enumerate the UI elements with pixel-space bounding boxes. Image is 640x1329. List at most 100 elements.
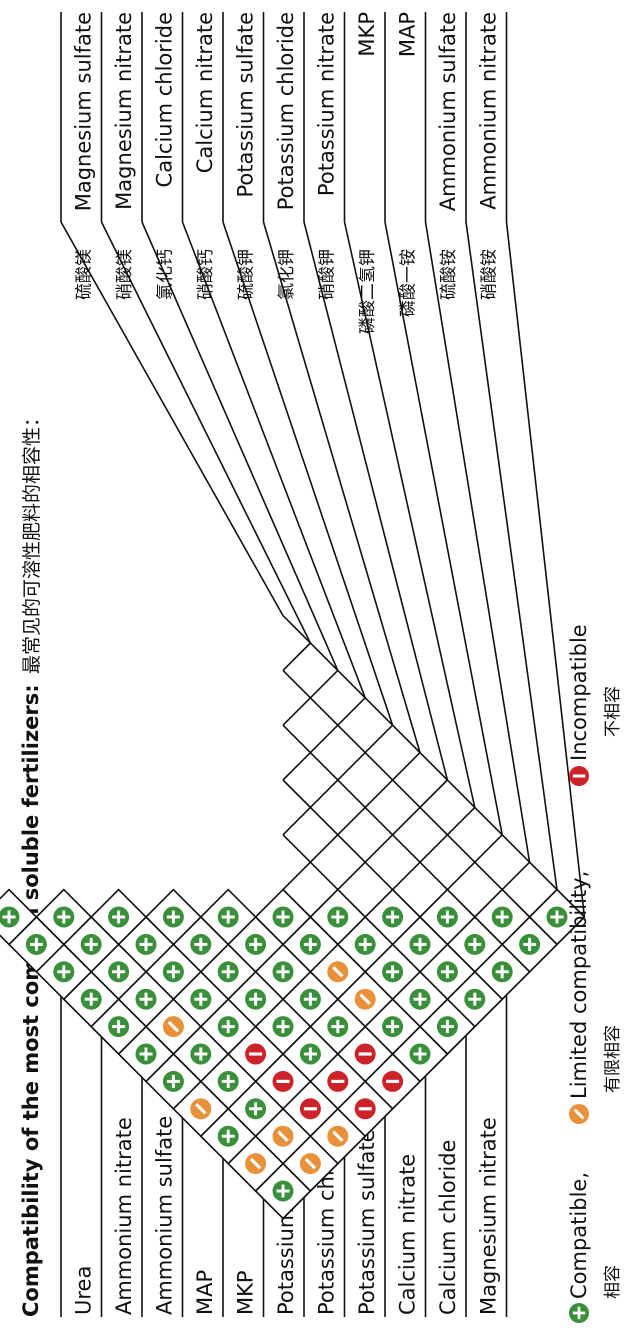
legend-incompatible: Incompatible 不相容 [567,624,623,786]
diagonal-line [282,724,394,836]
top-label-en: Ammonium sulfate [436,12,460,211]
diagonal-line [282,669,339,726]
compatibility-cell [364,888,422,946]
compatible-icon [217,1016,239,1038]
connector-line [222,221,394,726]
compatible-icon [491,906,513,928]
top-label-cn: 氯化钾 [277,249,297,300]
limited-icon [354,988,376,1010]
fertilizer-label-en: Magnesium nitrate [476,1117,500,1315]
compatibility-cells [0,888,586,1220]
top-label-cn: 硫酸钾 [236,249,256,300]
compatible-icon [108,906,130,928]
compatible-icon [80,933,102,955]
compatible-icon [245,988,267,1010]
compatible-icon [245,1098,267,1120]
compatible-icon [299,933,321,955]
connector-line [343,221,476,808]
top-label-cn: 硫酸镁 [74,249,94,300]
limited-icon [299,1153,321,1175]
compatible-icon [436,906,458,928]
top-label-cn: 磷酸二氢钾 [358,249,378,334]
compatible-icon [108,1016,130,1038]
connector-line [181,221,366,699]
compatible-icon [190,988,212,1010]
incompatible-icon [354,1043,376,1065]
top-label-cn: 硝酸钙 [196,249,216,300]
diagonal-line [282,642,311,671]
compatible-icon [409,1043,431,1065]
compatible-icon [382,961,404,983]
rotated-chart-group: Compatibility of the most common soluble… [0,12,623,1323]
compatible-icon [80,988,102,1010]
top-label-en: MKP [355,12,379,57]
connector-line [303,221,449,781]
compatible-icon [464,933,486,955]
connector-line [505,221,586,918]
connector-line [100,221,312,644]
legend-limited-label: Limited compatibility, [567,871,591,1099]
top-label-en: Ammonium nitrate [476,12,500,210]
top-label-en: Calcium nitrate [193,12,217,173]
limited-icon [327,961,349,983]
top-label-cn: 氯化钙 [155,249,175,300]
incompatible-icon [327,1070,349,1092]
fertilizer-label-en: Calcium nitrate [395,1154,419,1315]
legend-incompatible-label: Incompatible [567,624,591,761]
compatible-icon [327,1016,349,1038]
connector-line [384,221,503,835]
compatible-icon [217,906,239,928]
compatible-icon [217,1125,239,1147]
limited-icon [245,1153,267,1175]
compatible-icon [190,1043,212,1065]
compatible-icon [272,906,294,928]
fertilizer-label-en: Ammonium sulfate [152,1116,176,1315]
limited-icon [162,1016,184,1038]
top-label-en: Magnesium nitrate [112,12,136,210]
diagonal-line [282,752,421,891]
compatible-icon [272,961,294,983]
compatible-icon [409,933,431,955]
incompatible-icon [299,1098,321,1120]
limited-icon [327,1125,349,1147]
compatible-icon [464,988,486,1010]
compatible-icon [135,988,157,1010]
legend-compatible-cn: 相容 [603,1265,623,1299]
compatible-icon [491,961,513,983]
compatible-icon [245,933,267,955]
legend: Compatible, 相容 Limited compatibility, 有限… [567,624,623,1323]
limited-icon [272,1125,294,1147]
top-label-en: Potassium chloride [274,12,298,210]
incompatible-icon [354,1098,376,1120]
compatible-icon [53,961,75,983]
chart-subtitle-cn: 最常见的可溶性肥料的相容性： [21,408,43,674]
connector-line [465,221,558,890]
compatibility-cell [254,1162,312,1220]
top-label-en: Calcium chloride [152,12,176,187]
connector-line [262,221,421,753]
compatible-icon [327,906,349,928]
compatible-icon [217,961,239,983]
compatible-icon [0,906,20,928]
legend-compatible: Compatible, 相容 [567,1172,623,1323]
compatible-icon [436,1016,458,1038]
compatible-icon [53,906,75,928]
legend-limited-cn: 有限相容 [603,1025,623,1093]
compatibility-cell [227,1135,285,1193]
top-label-cn: 硝酸镁 [115,249,135,300]
fertilizer-label-en: Urea [71,1266,95,1315]
compatible-icon [190,933,212,955]
fertilizer-label-en: MAP [193,1270,217,1315]
compatible-icon [162,906,184,928]
top-label-cn: 硝酸铵 [479,249,499,300]
connector-line [424,221,531,863]
top-label-en: Magnesium sulfate [71,12,95,211]
chart-title: Compatibility of the most common soluble… [19,684,43,1317]
fertilizer-label-en: Potassium sulfate [355,1129,379,1315]
compatibility-cell [90,888,148,946]
top-fertilizer-labels: Magnesium sulfate 硫酸镁 Magnesium nitrate 硝酸镁… [71,12,500,334]
compatible-icon [569,1303,589,1323]
compatible-icon [299,1043,321,1065]
